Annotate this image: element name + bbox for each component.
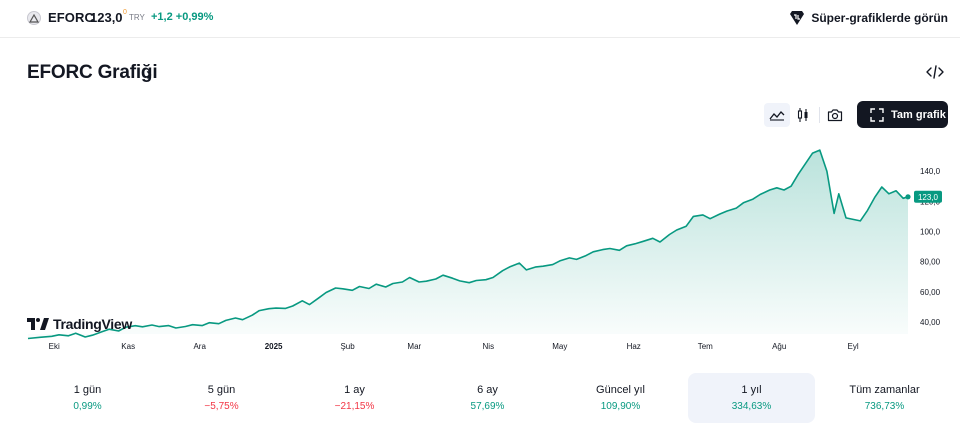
chart-title[interactable]: EFORC Grafiği [27, 62, 158, 83]
y-tick-label: 60,00 [920, 288, 941, 297]
x-tick-label: Ara [193, 342, 206, 351]
last-price-dot [905, 194, 911, 200]
price-change-percent: +0,99% [175, 11, 214, 23]
period-label: 1 yıl [741, 384, 762, 396]
price-area-fill [28, 150, 908, 339]
period-5-days[interactable]: 5 gün −5,75% [158, 373, 285, 423]
period-label: Tüm zamanlar [849, 384, 920, 396]
period-1-day[interactable]: 1 gün 0,99% [24, 373, 151, 423]
supercharts-icon [790, 11, 805, 25]
x-tick-label: Eyl [848, 342, 859, 351]
candlestick-button[interactable] [790, 103, 816, 127]
period-label: 1 gün [73, 384, 102, 396]
full-chart-button[interactable]: Tam grafik [857, 101, 948, 128]
x-tick-label: Mar [407, 342, 421, 351]
price-superscript: 0 [123, 9, 127, 16]
period-value: 0,99% [73, 401, 102, 412]
price-change: +1,2 +0,99% [151, 11, 213, 23]
period-value: −5,75% [204, 401, 239, 412]
x-tick-label: Haz [627, 342, 641, 351]
period-6-months[interactable]: 6 ay 57,69% [424, 373, 551, 423]
x-tick-label: Nis [483, 342, 495, 351]
period-value: 736,73% [864, 401, 905, 412]
camera-icon [827, 109, 843, 122]
title-chevron-icon[interactable]: › [146, 64, 152, 84]
full-chart-label: Tam grafik [891, 108, 946, 121]
x-tick-label: Şub [340, 342, 355, 351]
y-tick-label: 40,00 [920, 318, 941, 327]
tradingview-logo-icon [27, 318, 49, 330]
y-tick-label: 80,00 [920, 258, 941, 267]
period-value: −21,15% [334, 401, 375, 412]
toolbar-divider [819, 107, 820, 123]
symbol-logo-icon [27, 11, 41, 25]
fullscreen-icon [870, 107, 884, 122]
period-label: Güncel yıl [596, 384, 645, 396]
price-line [27, 149, 909, 340]
x-tick-label: Eki [49, 342, 60, 351]
snapshot-button[interactable] [822, 103, 848, 127]
period-all-time[interactable]: Tüm zamanlar 736,73% [821, 373, 948, 423]
symbol-header: EFORC 123,0 0 TRY +1,2 +0,99% Süper-graf… [0, 0, 960, 38]
period-year-to-date[interactable]: Güncel yıl 109,90% [557, 373, 684, 423]
y-tick-label: 140,0 [920, 167, 941, 176]
last-price-label: 123,0 [918, 193, 939, 202]
price-change-value: +1,2 [151, 11, 173, 23]
tradingview-logo-text: TradingView [53, 316, 132, 332]
period-label: 6 ay [477, 384, 498, 396]
x-tick-label: 2025 [265, 342, 283, 351]
x-tick-label: Ağu [772, 342, 786, 351]
last-price-badge [914, 190, 942, 203]
tradingview-logo[interactable]: TradingView [27, 316, 132, 332]
period-label: 1 ay [344, 384, 365, 396]
period-value: 334,63% [731, 401, 772, 412]
x-tick-label: Tem [698, 342, 713, 351]
area-chart-button[interactable] [764, 103, 790, 127]
code-embed-icon[interactable] [926, 64, 944, 80]
x-axis: Eki Kas Ara 2025 Şub Mar Nis May Haz Tem Ağu Eyl [49, 342, 859, 351]
performance-periods: 1 gün 0,99% 5 gün −5,75% 1 ay −21,15% 6 … [24, 373, 954, 423]
x-tick-label: May [552, 342, 567, 351]
period-value: 57,69% [470, 401, 505, 412]
period-1-year[interactable]: 1 yıl 334,63% [688, 373, 815, 423]
supercharts-label: Süper-grafiklerde görün [811, 11, 948, 25]
supercharts-link[interactable]: Süper-grafiklerde görün [789, 10, 948, 26]
x-tick-label: Kas [121, 342, 135, 351]
symbol-ticker: EFORC [48, 10, 94, 25]
candlestick-icon [797, 108, 808, 122]
period-value: 109,90% [600, 401, 641, 412]
y-tick-label: 100,0 [920, 228, 941, 237]
period-1-month[interactable]: 1 ay −21,15% [291, 373, 418, 423]
area-chart-icon [769, 111, 785, 121]
period-label: 5 gün [207, 384, 236, 396]
currency-label: TRY [129, 13, 145, 22]
current-price: 123,0 [90, 10, 123, 25]
last-price-marker: 123,0 [905, 190, 942, 203]
